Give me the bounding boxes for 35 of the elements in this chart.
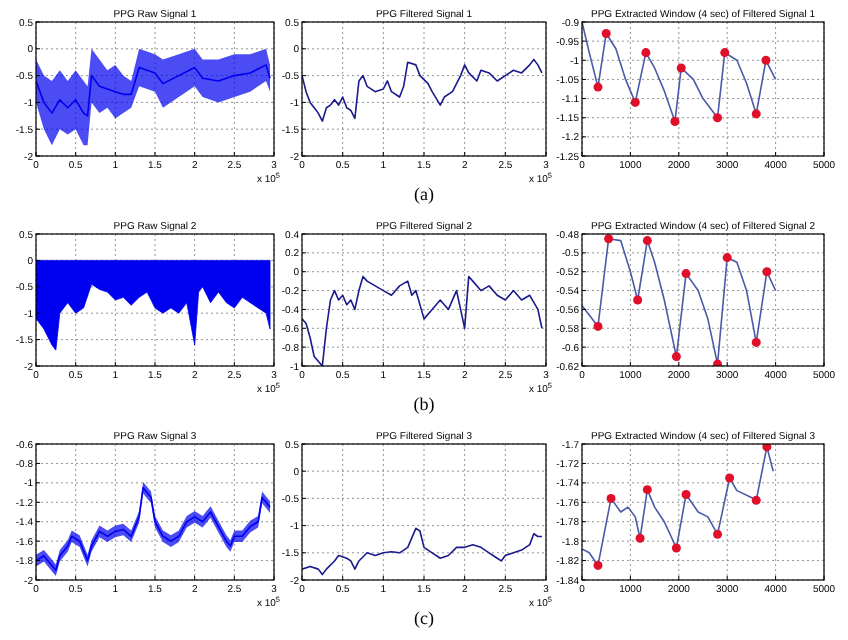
point [606,493,616,503]
point [604,234,614,244]
point [593,321,603,331]
text: (c) [414,608,434,628]
point [751,109,761,119]
text: (a) [414,184,434,204]
point [642,236,652,246]
point [722,253,732,263]
line-series [302,58,543,122]
text: (b) [413,394,435,414]
point [725,473,735,483]
point [630,97,640,107]
point [642,485,652,495]
point [641,48,651,58]
point [681,269,691,279]
point [720,48,730,58]
point [593,560,603,570]
line-series [582,446,774,567]
point [751,495,761,505]
point [751,337,761,347]
line-series [302,527,543,576]
line-series [582,22,777,123]
point [761,55,771,65]
point [633,295,643,305]
point [593,82,603,92]
point [670,117,680,127]
point [713,113,723,123]
point [635,533,645,543]
point [601,28,611,38]
point [713,529,723,539]
point [681,490,691,500]
point [762,267,772,277]
point [671,543,681,553]
point [671,352,681,362]
point [676,63,686,73]
